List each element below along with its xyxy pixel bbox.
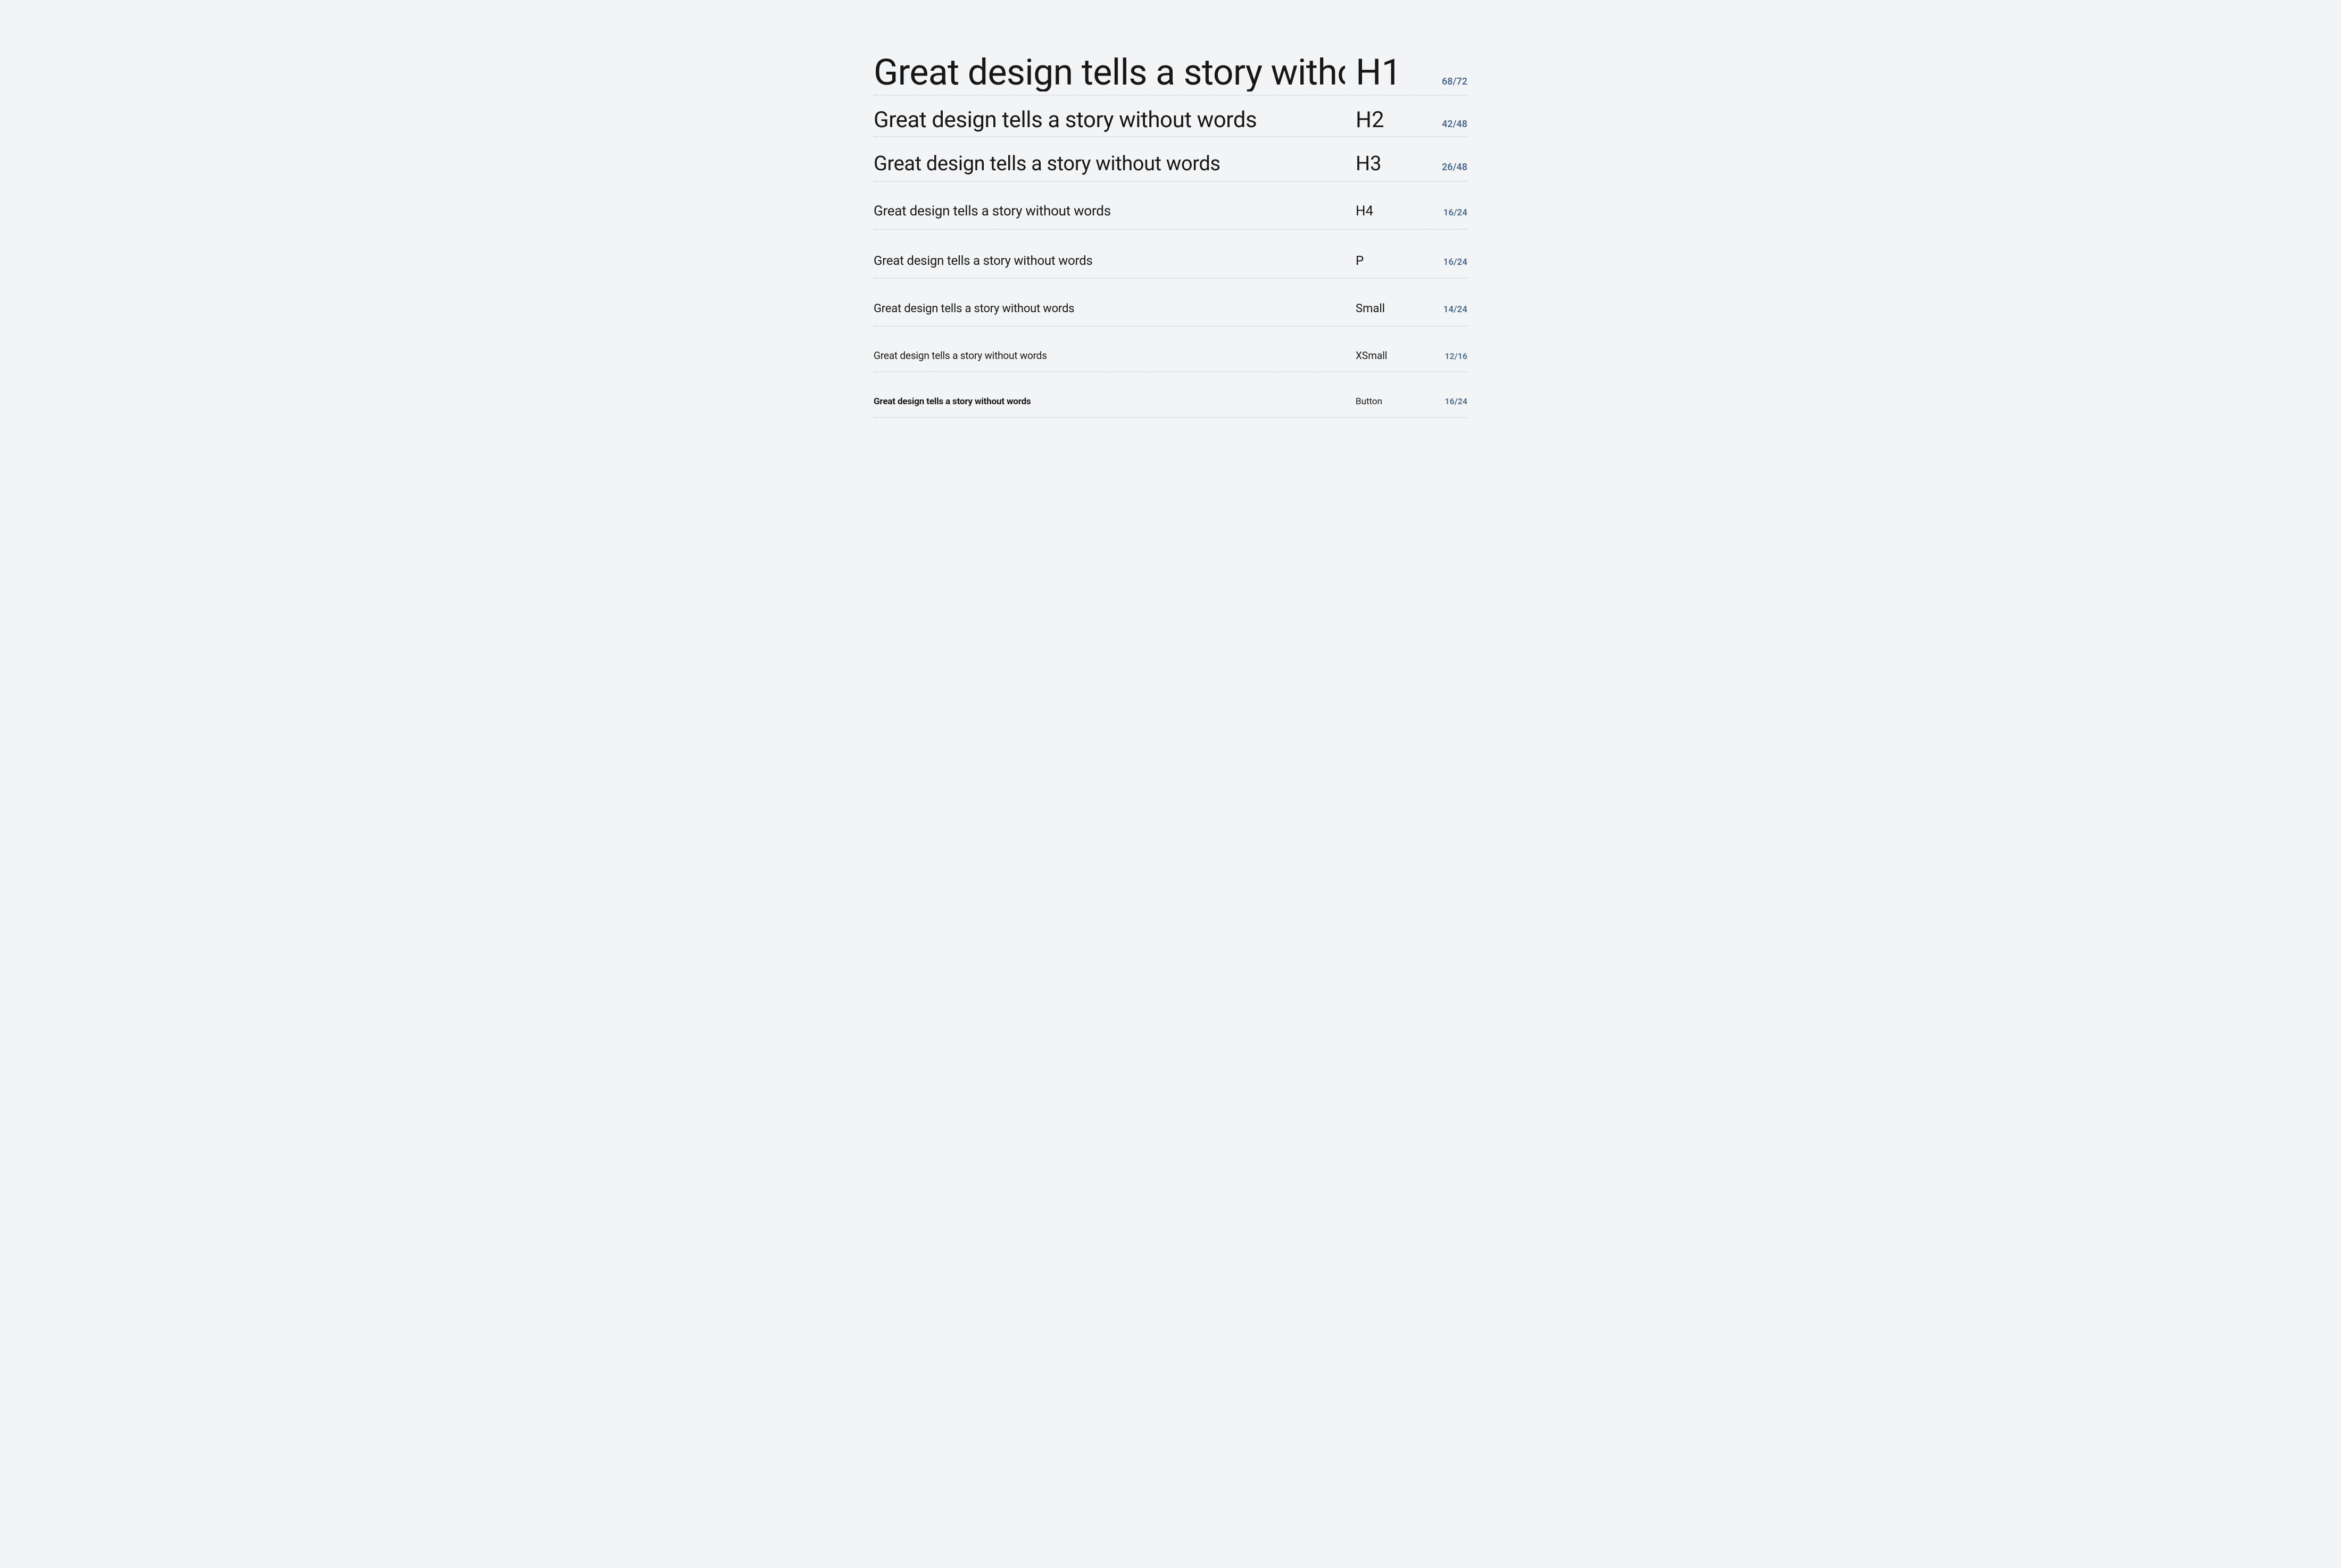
type-row-small: Great design tells a story without words… <box>874 302 1467 327</box>
sample-text-xsmall: Great design tells a story without words <box>874 350 1345 362</box>
sample-text-p: Great design tells a story without words <box>874 253 1345 268</box>
type-row-h1: Great design tells a story without H1 68… <box>874 53 1467 96</box>
style-label-h4: H4 <box>1356 203 1414 219</box>
type-row-h4: Great design tells a story without words… <box>874 203 1467 230</box>
size-spec-h4: 16/24 <box>1425 207 1467 218</box>
size-spec-h1: 68/72 <box>1425 76 1467 87</box>
size-spec-h2: 42/48 <box>1425 119 1467 130</box>
sample-text-button: Great design tells a story without words <box>874 396 1345 407</box>
sample-text-h1: Great design tells a story without <box>874 53 1345 91</box>
sample-text-small: Great design tells a story without words <box>874 302 1345 316</box>
style-label-h1: H1 <box>1356 53 1414 91</box>
style-label-button: Button <box>1356 396 1414 407</box>
typography-scale-sheet: Great design tells a story without H1 68… <box>815 0 1526 482</box>
style-label-h2: H2 <box>1356 107 1414 133</box>
size-spec-button: 16/24 <box>1425 396 1467 406</box>
sample-text-h4: Great design tells a story without words <box>874 203 1345 219</box>
size-spec-h3: 26/48 <box>1425 162 1467 173</box>
type-row-p: Great design tells a story without words… <box>874 253 1467 279</box>
sample-text-h2: Great design tells a story without words <box>874 107 1345 133</box>
style-label-xsmall: XSmall <box>1356 350 1414 362</box>
style-label-h3: H3 <box>1356 151 1414 177</box>
size-spec-p: 16/24 <box>1425 257 1467 268</box>
size-spec-small: 14/24 <box>1425 304 1467 315</box>
size-spec-xsmall: 12/16 <box>1425 351 1467 361</box>
type-row-button: Great design tells a story without words… <box>874 396 1467 418</box>
style-label-small: Small <box>1356 302 1414 316</box>
style-label-p: P <box>1356 253 1414 268</box>
type-row-xsmall: Great design tells a story without words… <box>874 350 1467 372</box>
type-row-h2: Great design tells a story without words… <box>874 107 1467 137</box>
sample-text-h3: Great design tells a story without words <box>874 151 1345 177</box>
type-row-h3: Great design tells a story without words… <box>874 151 1467 182</box>
